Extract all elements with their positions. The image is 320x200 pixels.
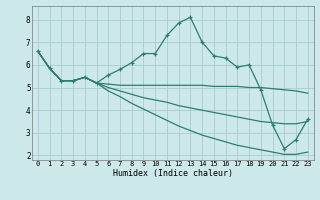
X-axis label: Humidex (Indice chaleur): Humidex (Indice chaleur) xyxy=(113,169,233,178)
